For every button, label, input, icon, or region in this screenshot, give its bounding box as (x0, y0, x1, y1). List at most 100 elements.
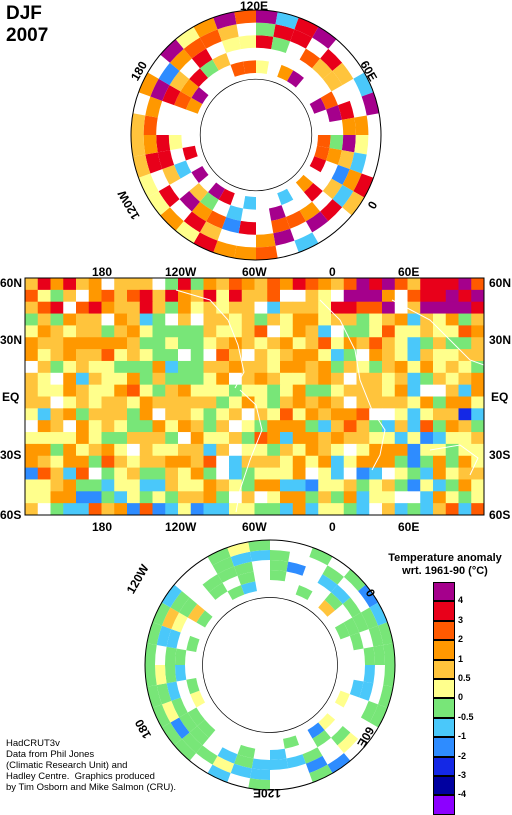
eq-grid-cell (318, 349, 332, 362)
south-map-grid-cell (227, 585, 245, 601)
eq-grid-cell (407, 313, 421, 326)
eq-grid-cell (63, 408, 77, 421)
north-map-grid-cell (322, 178, 343, 200)
eq-grid-cell (139, 372, 153, 386)
north-map-grid-cell (160, 207, 184, 231)
eq-grid-cell (127, 396, 141, 409)
eq-grid-cell (292, 289, 306, 303)
eq-grid-cell (356, 420, 370, 433)
eq-grid-cell (101, 313, 115, 326)
south-map-grid-cell (343, 617, 360, 636)
eq-grid-cell (318, 278, 332, 291)
eq-grid-cell (369, 467, 383, 480)
eq-right-lat-30n: 30N (489, 333, 512, 347)
eq-grid-cell (63, 455, 77, 468)
north-map-grid-cell (145, 152, 163, 174)
eq-grid-cell (343, 408, 357, 421)
eq-grid-cell (331, 349, 345, 362)
colorbar-swatch (433, 776, 455, 796)
eq-grid-cell (394, 455, 408, 468)
north-map-grid-cell (303, 182, 323, 202)
eq-left-lat-30n: 30N (0, 333, 23, 347)
eq-grid-cell (127, 491, 141, 504)
eq-grid-cell (356, 467, 370, 480)
eq-grid-cell (407, 337, 421, 350)
eq-grid-cell (343, 396, 357, 409)
eq-grid-cell (356, 313, 370, 326)
eq-grid-cell (37, 432, 51, 445)
eq-grid-cell (267, 372, 281, 386)
north-map-grid-cell (221, 36, 241, 54)
south-map-grid-cell (349, 679, 364, 698)
eq-grid-cell (165, 491, 179, 504)
north-map-grid-cell (337, 100, 355, 120)
eq-grid-cell (343, 301, 357, 314)
eq-grid-cell (305, 432, 319, 445)
south-map-grid-cell (334, 690, 350, 708)
north-map-grid-cell (131, 135, 146, 157)
eq-grid-cell (63, 479, 77, 492)
eq-grid-cell (37, 396, 51, 409)
eq-grid-cell (178, 360, 192, 374)
south-map-grid-cell (358, 584, 379, 608)
eq-grid-cell (101, 396, 115, 409)
eq-grid-cell (178, 420, 192, 433)
south-map-grid-cell (331, 584, 351, 604)
eq-grid-cell (331, 467, 345, 480)
eq-grid-cell (63, 396, 77, 409)
eq-grid-cell (458, 479, 472, 492)
south-map-grid-cell (189, 726, 209, 746)
eq-grid-cell (241, 467, 255, 480)
eq-grid-cell (458, 420, 472, 433)
north-map-grid-cell (169, 48, 192, 71)
north-map-grid-cell (193, 232, 218, 253)
eq-grid-cell (190, 278, 204, 291)
eq-grid-cell (356, 384, 370, 397)
north-map-grid-cell (191, 87, 209, 104)
north-map-grid-cell (353, 72, 374, 97)
eq-grid-cell (88, 337, 102, 350)
eq-grid-cell (25, 396, 39, 409)
eq-grid-cell (407, 443, 421, 457)
eq-grid-cell (343, 372, 357, 386)
eq-grid-cell (331, 443, 345, 457)
eq-grid-cell (37, 384, 51, 397)
north-map-grid-cell (131, 113, 146, 135)
eq-grid-cell (216, 289, 230, 303)
eq-grid-cell (152, 503, 166, 515)
eq-left-lat-eq: EQ (2, 390, 20, 404)
eq-grid-cell (139, 467, 153, 480)
eq-grid-cell (76, 455, 90, 468)
eq-grid-cell (356, 455, 370, 468)
eq-grid-cell (382, 325, 396, 338)
eq-grid-cell (280, 467, 294, 480)
south-map-grid-cell (342, 597, 361, 618)
eq-grid-cell (37, 443, 51, 457)
north-map-grid-cell (342, 191, 365, 216)
eq-grid-cell (458, 289, 472, 303)
eq-grid-cell (420, 455, 434, 468)
south-map-grid-cell (156, 683, 172, 705)
south-map-grid-cell (250, 550, 270, 562)
eq-grid-cell (356, 372, 370, 386)
eq-grid-cell (458, 372, 472, 386)
eq-grid-cell (76, 420, 90, 433)
eq-grid-cell (343, 420, 357, 433)
eq-grid-cell (445, 301, 459, 314)
eq-left-lat-60s: 60S (0, 508, 22, 522)
north-map-grid-cell (132, 154, 151, 178)
eq-grid-cell (292, 455, 306, 468)
north-map-grid-cell (243, 196, 256, 210)
north-map-grid-cell (268, 205, 286, 221)
eq-grid-cell (445, 360, 459, 374)
eq-grid-cell (88, 349, 102, 362)
eq-grid-cell (433, 408, 447, 421)
eq-grid-cell (318, 384, 332, 397)
eq-grid-cell (394, 289, 408, 303)
eq-grid-cell (229, 443, 243, 457)
eq-grid-cell (280, 455, 294, 468)
eq-grid-cell (292, 467, 306, 480)
eq-grid-cell (382, 396, 396, 409)
south-map-grid-cell (237, 571, 256, 586)
eq-grid-cell (139, 479, 153, 492)
